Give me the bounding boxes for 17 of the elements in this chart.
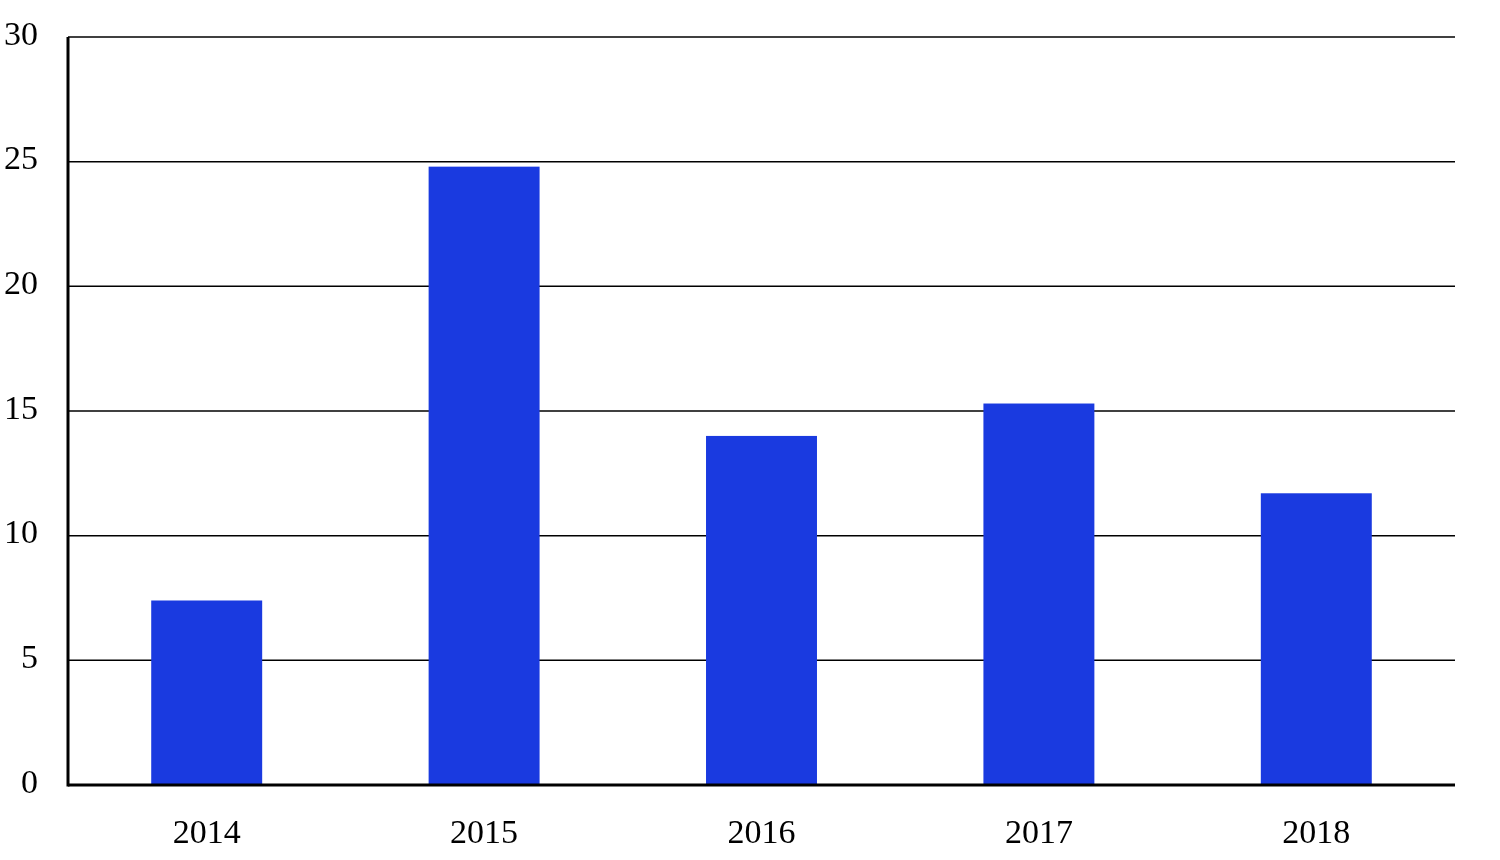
x-tick-label: 2015 — [450, 812, 519, 850]
x-tick-label: 2016 — [727, 812, 796, 850]
x-tick-label: 2017 — [1004, 812, 1073, 850]
y-tick-label: 25 — [4, 139, 38, 177]
bar — [706, 435, 817, 785]
y-tick-label: 10 — [4, 513, 38, 551]
x-tick-label: 2014 — [172, 812, 241, 850]
bar — [151, 600, 263, 785]
y-tick-label: 20 — [4, 264, 38, 302]
y-tick-label: 30 — [4, 14, 38, 52]
bar — [983, 403, 1095, 785]
y-tick-label: 15 — [4, 388, 38, 426]
x-tick-label: 2018 — [1282, 812, 1351, 850]
y-tick-label: 0 — [21, 762, 38, 800]
bar — [1260, 493, 1372, 785]
y-tick-label: 5 — [21, 638, 38, 676]
bar — [428, 166, 540, 785]
